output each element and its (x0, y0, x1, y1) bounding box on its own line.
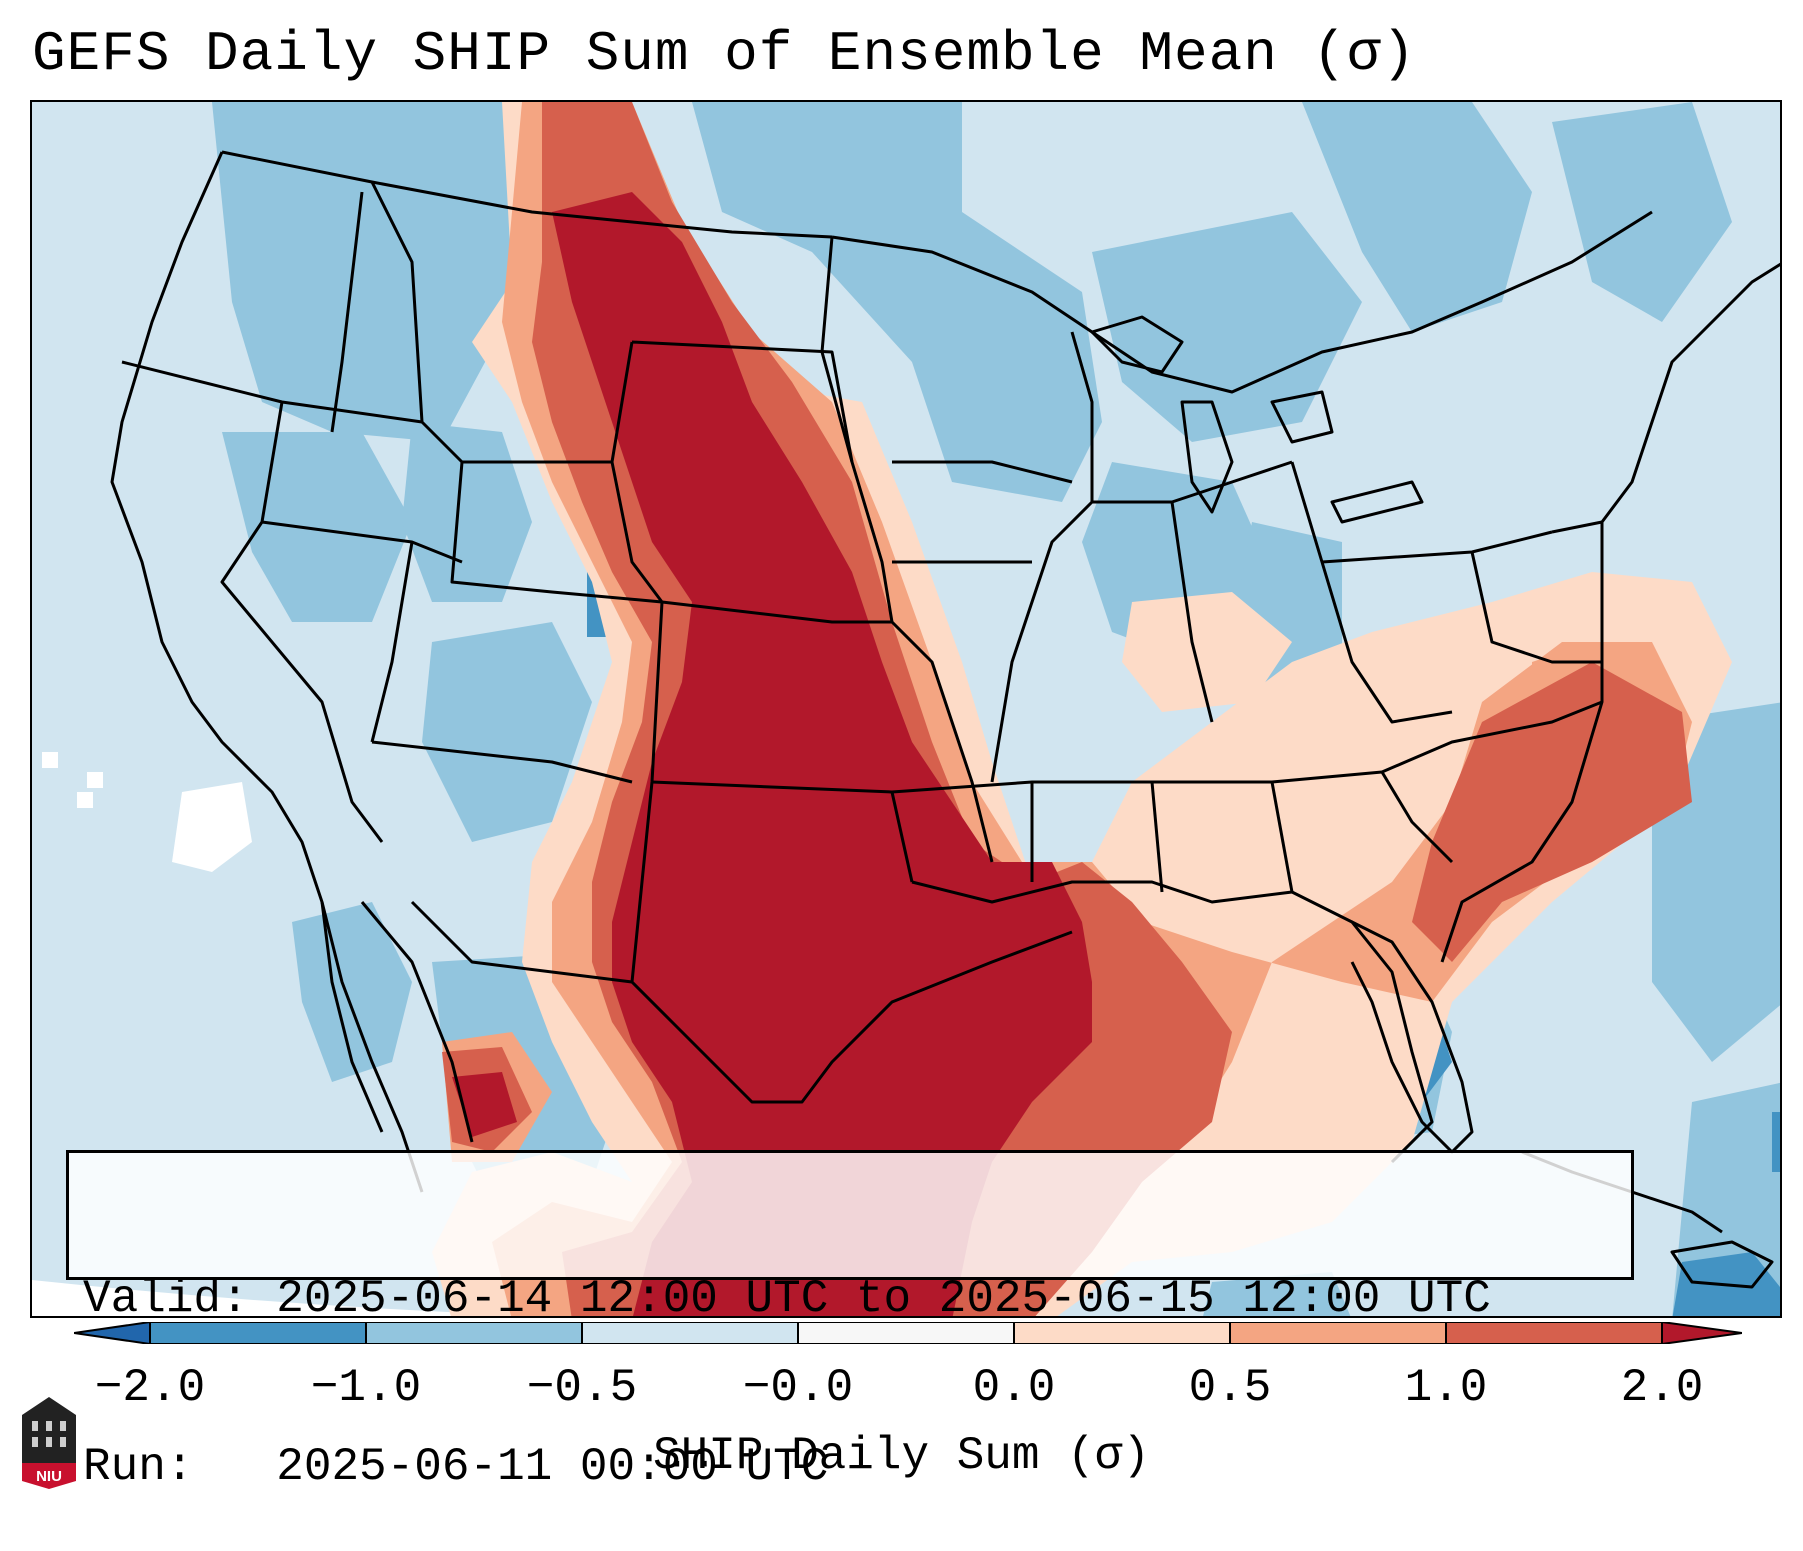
mo-border (890, 620, 994, 863)
colorbar-bin-3 (582, 1322, 798, 1344)
lake-erie (1330, 480, 1424, 524)
nv-ut-border (370, 541, 414, 743)
az-ut-border (371, 740, 633, 784)
colorbar-under-arrow (74, 1322, 150, 1344)
pacific-coastline (110, 151, 384, 1133)
colorbar-bin-4 (798, 1322, 1014, 1344)
mn-sd-border (820, 236, 894, 623)
atlantic-coast (1440, 522, 1604, 963)
nd-sd-border (631, 340, 854, 463)
colorbar (74, 1322, 1742, 1344)
nm-mexico-border (410, 900, 633, 984)
wi-il-border (990, 331, 1094, 783)
ut-wy-co-border (450, 461, 663, 604)
colorbar-tick-label: −0.5 (526, 1362, 638, 1414)
colorbar-bin-2 (366, 1322, 582, 1344)
canada-border-west (221, 150, 833, 239)
colorbar-bin-7 (1446, 1322, 1662, 1344)
colorbar-tick-label: 2.0 (1620, 1362, 1704, 1414)
colorbar-tick-label: −1.0 (310, 1362, 422, 1414)
lake-superior (1090, 315, 1184, 374)
ship-map (32, 102, 1780, 1316)
off-domain-corner (32, 1280, 547, 1316)
al-ga-border (1150, 781, 1164, 893)
id-west-border (330, 191, 364, 433)
lake-michigan (1180, 400, 1234, 514)
colorbar-bin-6 (1230, 1322, 1446, 1344)
canada-border-east (831, 210, 1653, 394)
nc-va-border (1381, 700, 1603, 774)
valid-line: Valid: 2025-06-14 12:00 UTC to 2025-06-1… (83, 1273, 1491, 1325)
texas-gulf-coast (630, 930, 1073, 1104)
colorbar-tick-label: −2.0 (94, 1362, 206, 1414)
missing-data-specks (42, 752, 252, 872)
political-boundaries (110, 150, 1780, 1289)
gulf-of-california-outline (360, 901, 474, 1143)
oh-wv-border (1290, 461, 1453, 724)
colorbar-tick-label: 1.0 (1404, 1362, 1488, 1414)
logo-text: NIU (36, 1468, 62, 1485)
colorbar-tick-label: 0.5 (1188, 1362, 1272, 1414)
hispaniola-outline (1670, 1240, 1774, 1289)
ca-nv-border (220, 401, 384, 843)
colorbar-tick-label: −0.0 (742, 1362, 854, 1414)
ia-border (892, 460, 1073, 484)
ga-border (1270, 781, 1294, 893)
lake-huron (1270, 390, 1334, 444)
colorbar-axis-label: SHIP Daily Sum (σ) (653, 1430, 1150, 1482)
valid-time-box: Valid: 2025-06-14 12:00 UTC to 2025-06-1… (66, 1150, 1634, 1493)
map-panel (30, 100, 1782, 1318)
colorbar-bin-1 (150, 1322, 366, 1344)
northeast-coast (1551, 262, 1780, 534)
id-mt-border (370, 181, 464, 464)
in-oh-border (1092, 460, 1293, 504)
florida-outline (1350, 920, 1474, 1154)
colorbar-ticks (149, 1322, 1663, 1344)
run-line: Run: 2025-06-11 00:00 UTC (83, 1441, 829, 1493)
colorbar-tick-label: 0.0 (972, 1362, 1056, 1414)
chart-title: GEFS Daily SHIP Sum of Ensemble Mean (σ) (32, 22, 1417, 86)
in-border (1170, 501, 1214, 723)
niu-logo: NIU (22, 1397, 76, 1489)
sc-border (1380, 771, 1454, 864)
colorbar-over-arrow (1662, 1322, 1742, 1344)
logo-shield-icon (22, 1463, 76, 1489)
ks-ne-border (610, 461, 892, 624)
colorbar-bin-5 (1014, 1322, 1230, 1344)
va-md-border (1470, 551, 1602, 664)
